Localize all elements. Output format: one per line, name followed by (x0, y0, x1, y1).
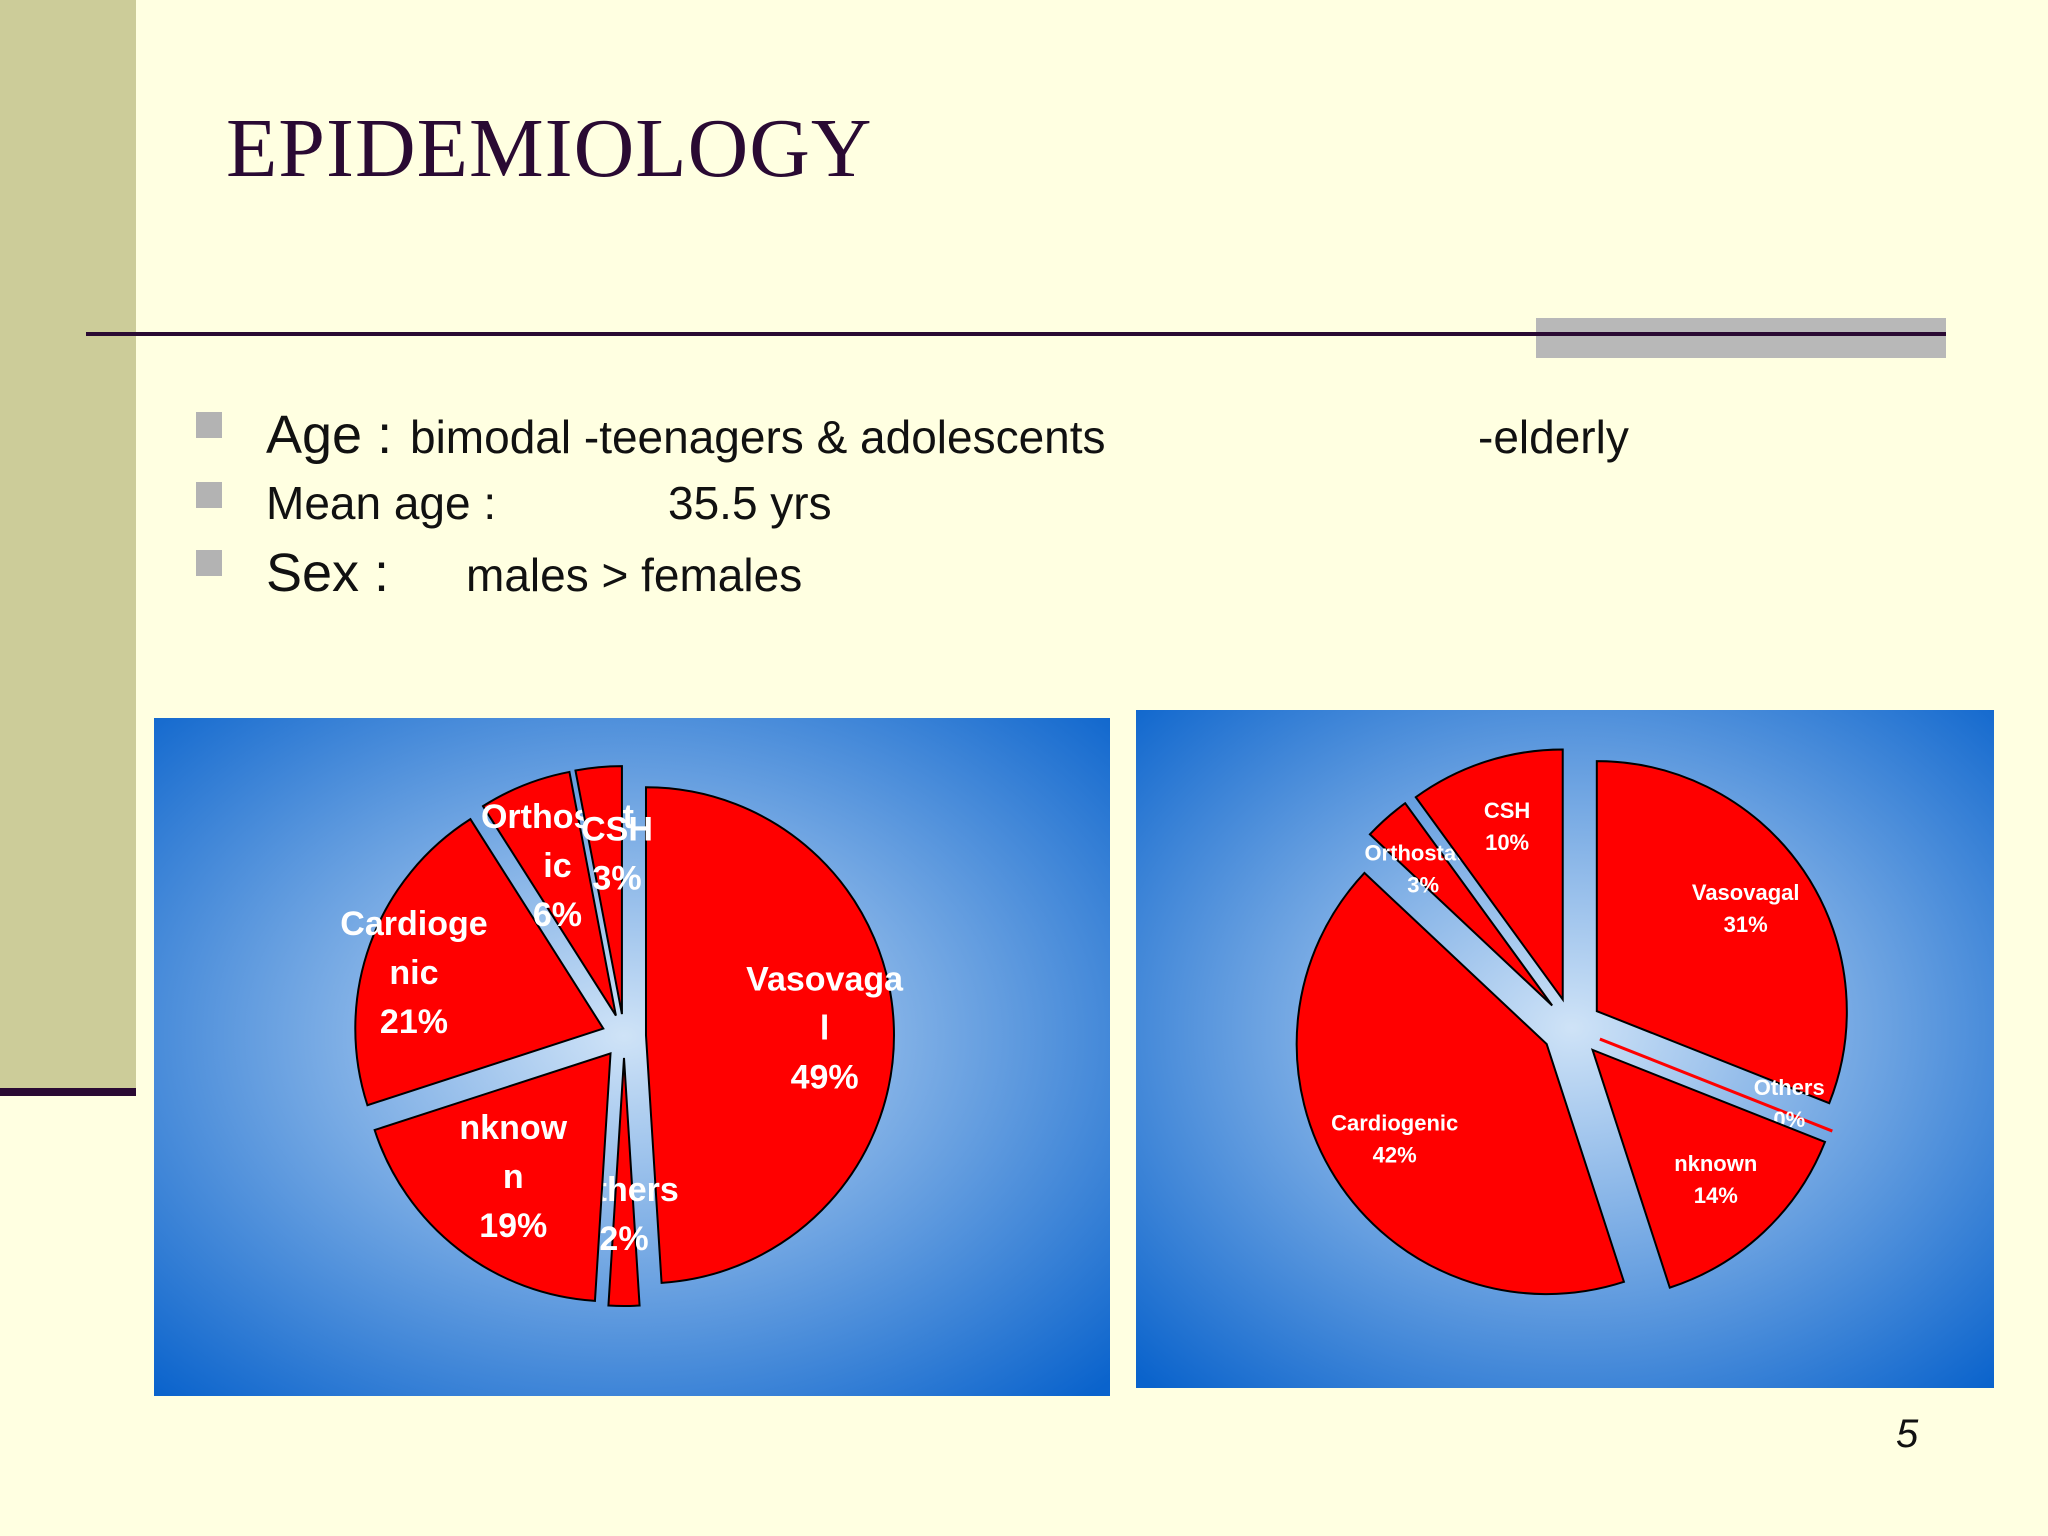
pie-category-label: Cardioge (340, 905, 487, 943)
pie-value-label: 31% (1724, 912, 1768, 937)
pie-slice-vasovagal (1595, 760, 1848, 1105)
pie-chart-left-svg: Vasovagal49%Others2%nknown19%Cardiogenic… (154, 718, 1110, 1396)
pie-value-label: 21% (380, 1003, 448, 1041)
bullet-sex-value: males > females (466, 549, 803, 601)
pie-slice-others (1599, 1037, 1833, 1133)
bullet-mean-age-value: 35.5 yrs (668, 477, 832, 529)
bullet-marker (196, 482, 222, 508)
pie-value-label: 42% (1373, 1142, 1417, 1167)
pie-chart-right: Vasovagal 31% Others 0% nknown 14% Cardiogenic… (1136, 710, 1994, 1388)
pie-category-label: CSH (581, 811, 653, 849)
title-accent-bar (1536, 318, 1946, 358)
pie-category-label: Cardiogenic (1331, 1110, 1458, 1135)
pie-slice-orthostat-ic (481, 770, 617, 1017)
bullet-mean-age-label: Mean age : (266, 477, 497, 529)
pie-value-label: 49% (791, 1058, 859, 1096)
sidebar-band (0, 0, 136, 1090)
pie-slice-csh (574, 765, 623, 1015)
title-divider-overlay (1536, 332, 1946, 336)
title-divider (86, 332, 1946, 336)
pie-category-label: n (503, 1158, 524, 1196)
bullet-age-value: bimodal -teenagers & adolescents (410, 411, 1106, 463)
bullet-marker (196, 550, 222, 576)
pie-category-label: Vasovagal (1692, 880, 1800, 905)
pie-value-label: 2% (599, 1220, 648, 1258)
pie-category-label: ic (543, 847, 571, 885)
pie-slice-cardiogenic (1295, 871, 1626, 1296)
pie-category-label: Vasovaga (746, 960, 904, 998)
pie-chart-left: Vasovaga l 49% Others 2% nknow n 19% Cardioge nic… (154, 718, 1110, 1396)
pie-slice-orthostatic (1368, 801, 1553, 1007)
sidebar-rule (0, 1088, 136, 1096)
slide-title: EPIDEMIOLOGY (226, 102, 873, 195)
bullet-age-extra: -elderly (1478, 411, 1629, 463)
pie-slice-nknown (1590, 1048, 1827, 1289)
pie-value-label: 14% (1694, 1183, 1738, 1208)
pie-category-label: nic (389, 954, 438, 992)
pie-slice-others (607, 1057, 641, 1308)
pie-value-label: 6% (533, 896, 582, 934)
pie-value-label: 3% (1407, 872, 1439, 897)
pie-category-label: l (820, 1009, 829, 1047)
pie-slice-csh (1414, 748, 1564, 1003)
bullet-sex-label: Sex : (266, 543, 390, 603)
page-number: 5 (1896, 1412, 1919, 1456)
pie-value-label: 10% (1485, 830, 1529, 855)
pie-value-label: 3% (592, 860, 641, 898)
pie-slice-nknow-n (373, 1051, 612, 1302)
bullet-age-label: Age : (266, 405, 393, 465)
pie-category-label: nknown (1674, 1151, 1757, 1176)
pie-category-label: nknow (459, 1109, 567, 1147)
pie-chart-right-svg: Vasovagal31%Others0%nknown14%Cardiogenic… (1136, 710, 1994, 1388)
pie-slice-vasovaga-l (644, 786, 895, 1284)
pie-slice-cardioge-nic (354, 817, 605, 1107)
pie-category-label: CSH (1484, 798, 1530, 823)
pie-value-label: 19% (479, 1207, 547, 1245)
bullet-marker (196, 412, 222, 438)
pie-category-label: Others (1754, 1075, 1825, 1100)
